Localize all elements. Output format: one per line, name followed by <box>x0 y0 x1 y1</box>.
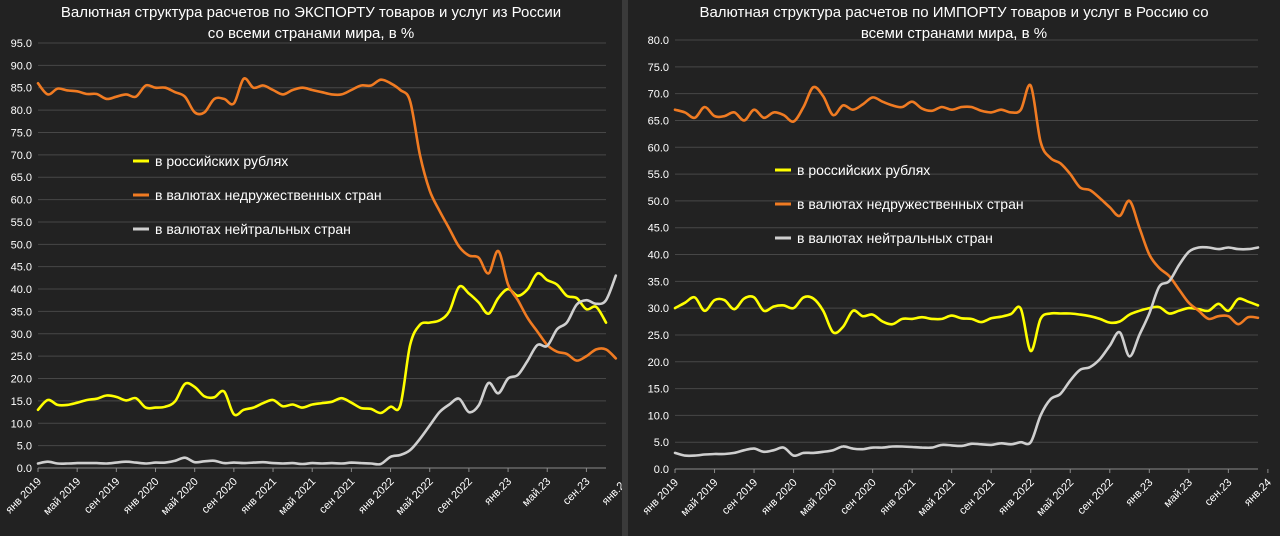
export-y-tick-label: 80.0 <box>11 105 32 117</box>
export-y-tick-label: 75.0 <box>11 127 32 139</box>
export-y-tick-label: 0.0 <box>17 463 32 475</box>
export-series-line-2 <box>36 274 618 466</box>
export-y-tick-label: 10.0 <box>11 418 32 430</box>
export-x-tick-label: май 2020 <box>159 476 201 518</box>
export-chart-title-line1: Валютная структура расчетов по ЭКСПОРТУ … <box>60 4 562 21</box>
export-x-tick-label: янв.23 <box>482 476 514 508</box>
export-x-tick-label: сен 2020 <box>200 476 240 516</box>
export-y-tick-label: 85.0 <box>11 83 32 95</box>
import-y-tick-label: 35.0 <box>648 276 669 288</box>
import-y-tick-label: 0.0 <box>654 464 669 476</box>
export-legend-label-2: в валютах нейтральных стран <box>155 221 351 237</box>
import-x-tick-label: янв.24 <box>1242 477 1274 509</box>
export-x-tick-label: янв 2022 <box>356 476 397 517</box>
export-x-tick-label: янв 2021 <box>239 476 280 517</box>
import-y-tick-label: 50.0 <box>648 196 669 208</box>
import-y-tick-label: 10.0 <box>648 410 669 422</box>
import-y-tick-label: 55.0 <box>648 169 669 181</box>
export-x-tick-label: сен 2021 <box>317 476 357 516</box>
import-legend-label-0: в российских рублях <box>797 162 930 178</box>
import-series-line-0 <box>673 295 1260 353</box>
import-y-tick-label: 60.0 <box>648 142 669 154</box>
import-x-tick-label: янв 2021 <box>878 477 919 518</box>
import-x-tick-label: сен 2021 <box>957 477 997 517</box>
export-legend-label-0: в российских рублях <box>155 153 288 169</box>
export-x-tick-label: янв 2020 <box>121 476 162 517</box>
import-x-tick-label: янв 2019 <box>641 477 682 518</box>
import-series-line-2 <box>673 245 1260 458</box>
export-y-tick-label: 90.0 <box>11 60 32 72</box>
import-y-tick-label: 5.0 <box>654 437 669 449</box>
import-x-tick-label: май 2021 <box>916 477 958 519</box>
export-y-tick-label: 45.0 <box>11 262 32 274</box>
export-legend-label-1: в валютах недружественных стран <box>155 187 382 203</box>
import-x-tick-label: сен 2020 <box>838 477 878 517</box>
import-chart-title-line2: всеми странами мира, в % <box>860 25 1048 42</box>
import-y-tick-label: 25.0 <box>648 330 669 342</box>
export-chart-title: Валютная структура расчетов по ЭКСПОРТУ … <box>0 2 622 44</box>
export-y-tick-label: 65.0 <box>11 172 32 184</box>
export-y-tick-label: 20.0 <box>11 374 32 386</box>
import-x-tick-label: май 2020 <box>797 477 839 519</box>
export-x-tick-label: сен 2019 <box>82 476 122 516</box>
import-y-tick-label: 30.0 <box>648 303 669 315</box>
export-chart: 0.0 5.0 10.0 15.0 20.0 25.0 30.0 35.0 40.0 45.0 50… <box>4 38 622 518</box>
import-legend-label-2: в валютах нейтральных стран <box>797 230 993 246</box>
import-y-tick-label: 20.0 <box>648 357 669 369</box>
export-x-tick-label: сен 2022 <box>435 476 475 516</box>
export-y-tick-label: 70.0 <box>11 150 32 162</box>
import-x-tick-label: янв.23 <box>1123 477 1155 509</box>
import-series-line-1 <box>673 83 1260 326</box>
import-x-tick-label: май 2022 <box>1034 477 1076 519</box>
import-chart-panel: 0.0 5.0 10.0 15.0 20.0 25.0 30.0 35.0 40.0 45.0 50… <box>628 0 1280 536</box>
export-x-tick-label: сен.23 <box>561 476 593 508</box>
import-chart-title-line1: Валютная структура расчетов по ИМПОРТУ т… <box>699 4 1209 21</box>
import-y-tick-label: 45.0 <box>648 223 669 235</box>
import-legend-label-1: в валютах недружественных стран <box>797 196 1024 212</box>
export-x-tick-label: янв 2019 <box>4 476 45 517</box>
import-x-tick-label: сен 2019 <box>720 477 760 517</box>
export-y-tick-label: 95.0 <box>11 38 32 50</box>
import-y-tick-label: 40.0 <box>648 250 669 262</box>
import-x-tick-label: май.23 <box>1162 477 1195 510</box>
export-chart-panel: 0.0 5.0 10.0 15.0 20.0 25.0 30.0 35.0 40.0 45.0 50… <box>0 0 622 536</box>
export-x-tick-label: янв.24 <box>600 476 622 508</box>
export-y-tick-label: 40.0 <box>11 284 32 296</box>
export-y-tick-label: 50.0 <box>11 239 32 251</box>
export-series-line-0 <box>36 271 608 417</box>
import-chart: 0.0 5.0 10.0 15.0 20.0 25.0 30.0 35.0 40.0 45.0 50… <box>641 35 1274 519</box>
import-y-tick-label: 70.0 <box>648 89 669 101</box>
import-x-tick-label: янв 2022 <box>996 477 1037 518</box>
export-y-tick-label: 35.0 <box>11 306 32 318</box>
export-y-tick-label: 5.0 <box>17 441 32 453</box>
import-x-tick-label: янв 2020 <box>759 477 800 518</box>
export-y-tick-label: 30.0 <box>11 329 32 341</box>
export-y-tick-label: 25.0 <box>11 351 32 363</box>
export-x-tick-label: май.23 <box>520 476 553 509</box>
import-y-tick-label: 80.0 <box>648 35 669 47</box>
export-y-tick-label: 55.0 <box>11 217 32 229</box>
import-y-tick-label: 75.0 <box>648 62 669 74</box>
export-series-line-1 <box>36 77 618 362</box>
import-x-tick-label: май 2019 <box>679 477 721 519</box>
import-y-tick-label: 15.0 <box>648 384 669 396</box>
export-chart-title-line2: со всеми странами мира, в % <box>207 25 415 42</box>
import-x-tick-label: сен.23 <box>1203 477 1235 509</box>
export-y-tick-label: 60.0 <box>11 195 32 207</box>
export-y-tick-label: 15.0 <box>11 396 32 408</box>
import-x-tick-label: сен 2022 <box>1075 477 1115 517</box>
panel-divider <box>622 0 628 536</box>
import-y-tick-label: 65.0 <box>648 115 669 127</box>
import-chart-title: Валютная структура расчетов по ИМПОРТУ т… <box>628 2 1280 44</box>
export-x-tick-label: май 2019 <box>41 476 83 518</box>
export-x-tick-label: май 2022 <box>394 476 436 518</box>
export-x-tick-label: май 2021 <box>276 476 318 518</box>
